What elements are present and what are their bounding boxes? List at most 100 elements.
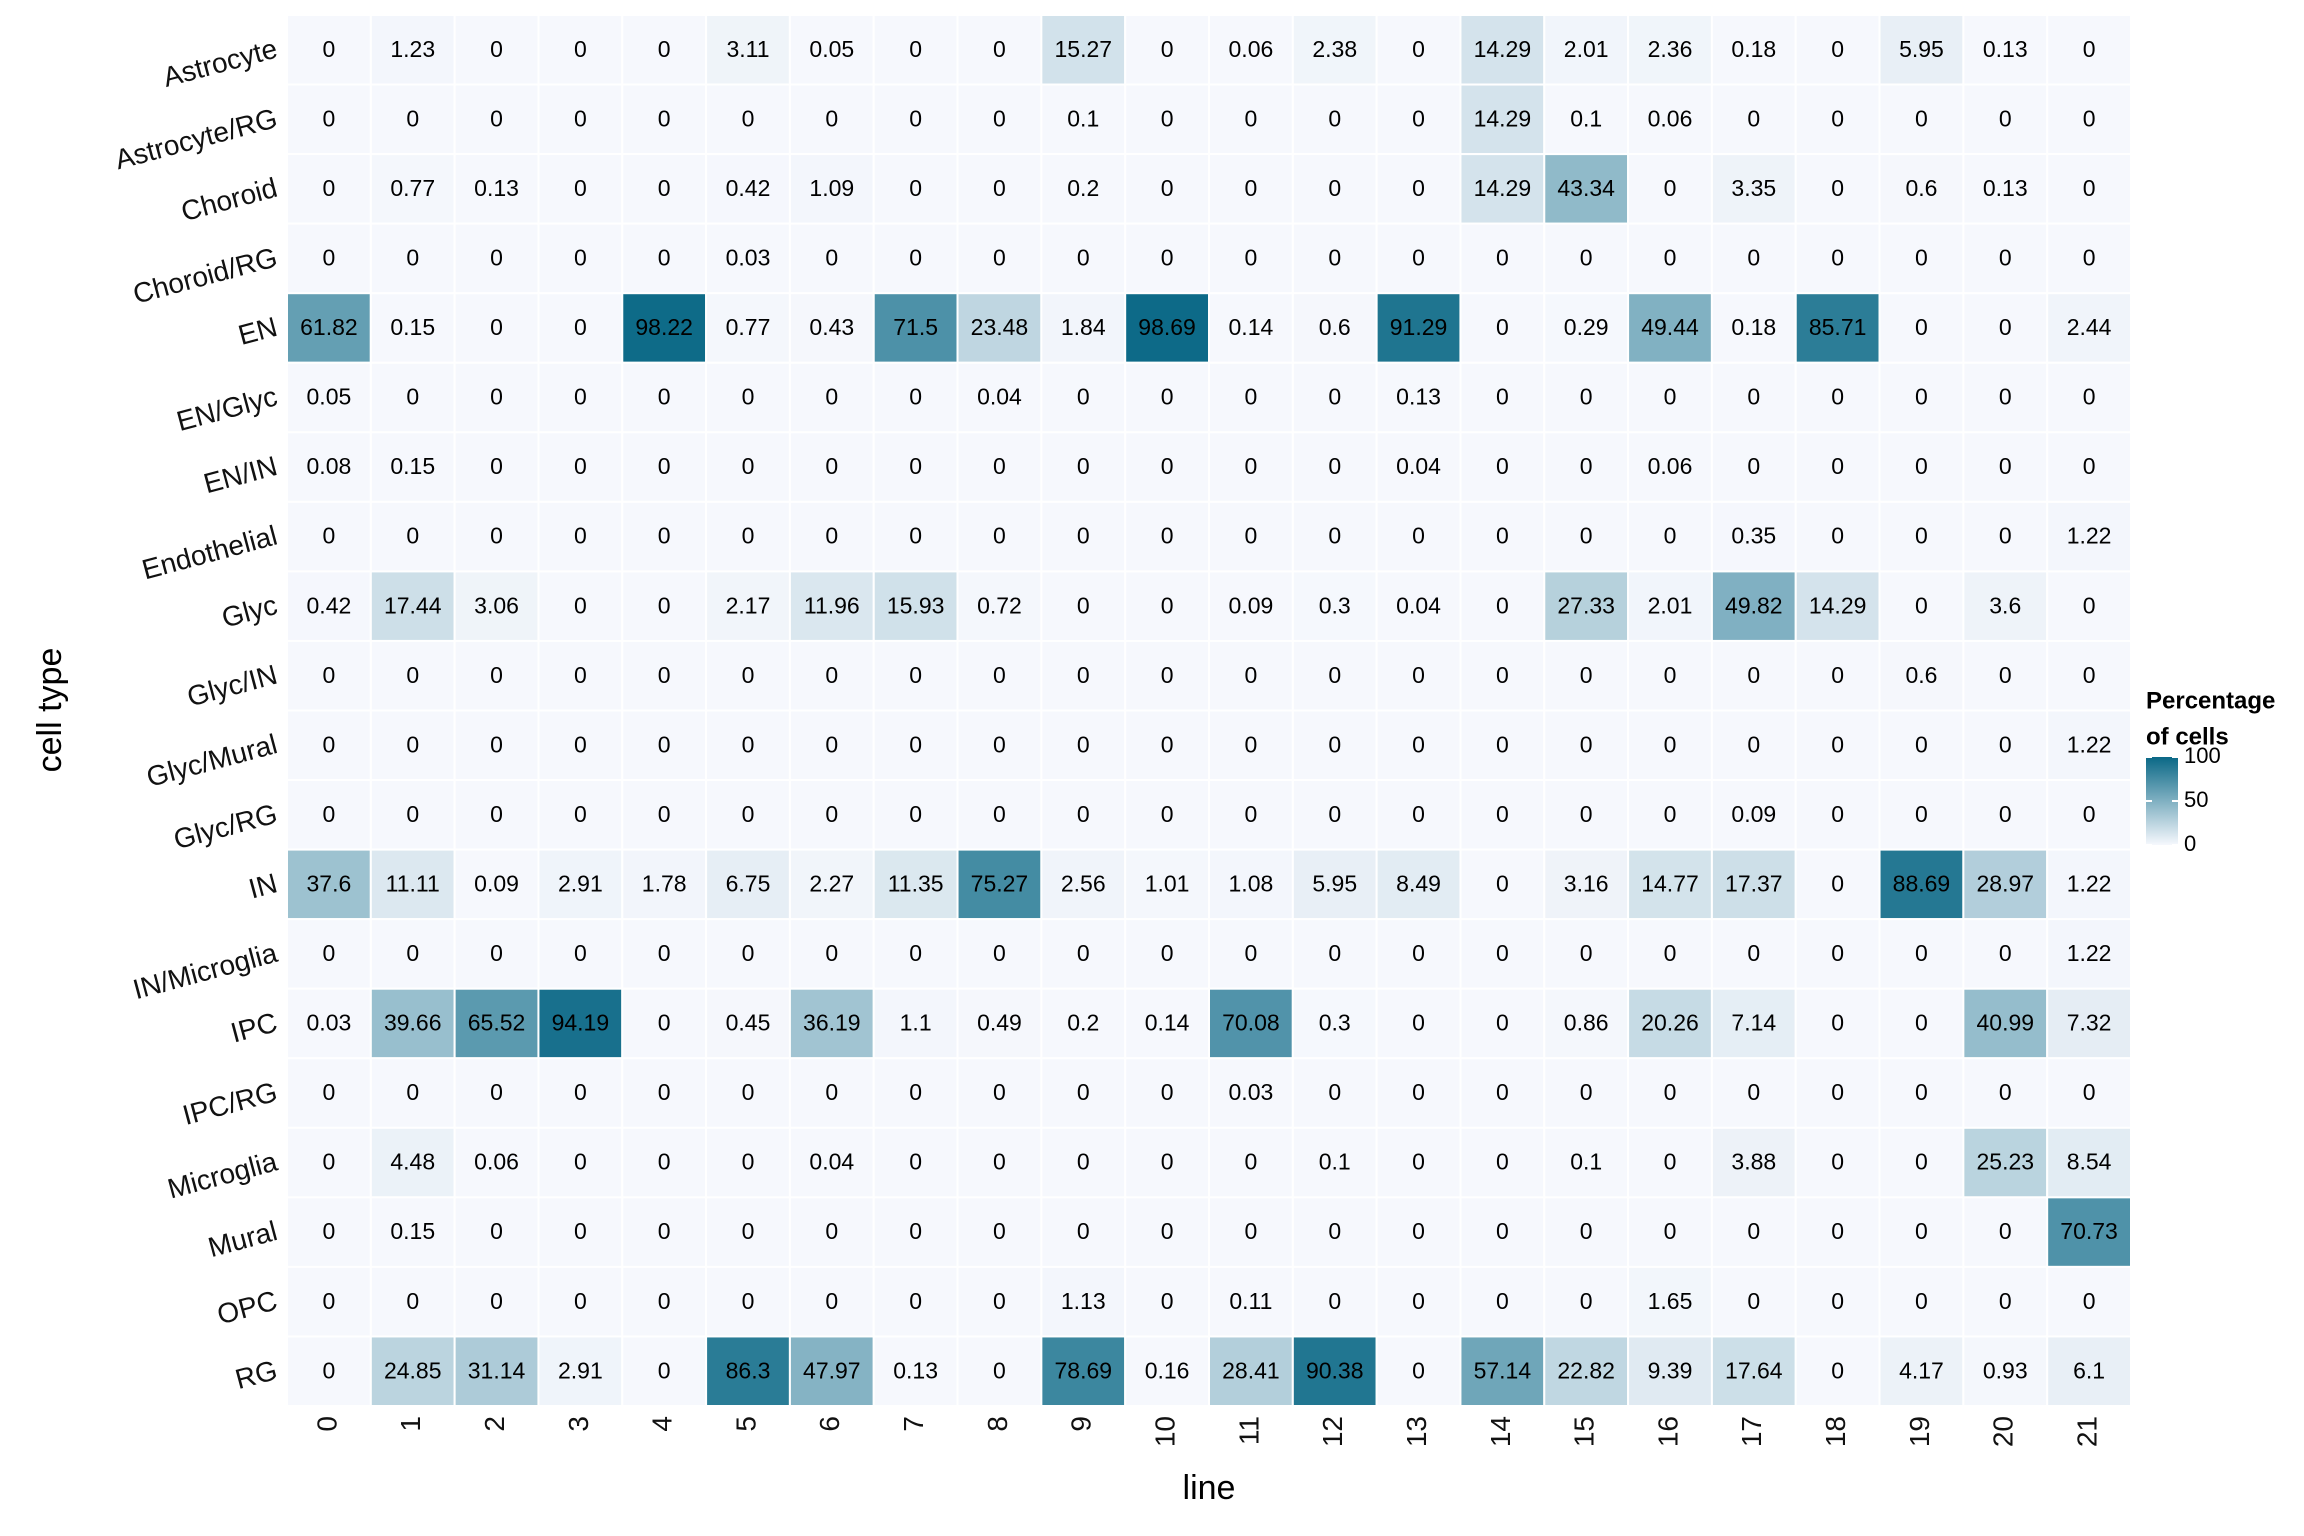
cell-label: 0	[825, 1218, 838, 1244]
heatmap-cell	[1878, 1126, 1965, 1199]
heatmap-cell	[1124, 1335, 1210, 1407]
heatmap-cell	[1375, 1057, 1462, 1129]
cell-label: 0	[742, 1288, 755, 1314]
cell-label: 0	[993, 105, 1006, 131]
heatmap-cell	[872, 14, 959, 86]
x-axis-title: line	[1183, 1469, 1236, 1507]
cell-label: 1.22	[2067, 940, 2112, 966]
cell-label: 27.33	[1557, 592, 1615, 618]
cell-label: 0	[658, 662, 671, 688]
cell-label: 3.35	[1731, 175, 1776, 201]
heatmap-cell	[369, 779, 456, 851]
cell-label: 14.29	[1474, 175, 1532, 201]
heatmap-cell	[453, 987, 540, 1060]
cell-label: 3.11	[726, 36, 769, 62]
cell-label: 0	[742, 523, 755, 549]
cell-label: 0	[406, 1288, 419, 1314]
heatmap-cell	[1040, 639, 1127, 712]
cell-label: 0	[1747, 731, 1760, 757]
cell-label: 0	[2083, 453, 2096, 479]
y-tick-label: EN/IN	[200, 450, 280, 499]
cell-label: 2.91	[558, 1357, 603, 1383]
cell-label: 1.84	[1061, 314, 1106, 340]
x-tick-label: 7	[898, 1416, 929, 1432]
cell-label: 70.08	[1222, 1010, 1280, 1036]
heatmap-cell	[705, 1196, 791, 1268]
cell-label: 0	[742, 1149, 755, 1175]
heatmap-cell	[1627, 570, 1713, 642]
cell-label: 0.13	[893, 1357, 938, 1383]
cell-label: 0	[1747, 1288, 1760, 1314]
y-tick-label: Glyc/RG	[170, 798, 280, 855]
cell-label: 0	[574, 1079, 587, 1105]
heatmap-cell	[621, 153, 708, 225]
heatmap-cell	[2046, 779, 2132, 851]
cell-label: 0.1	[1570, 105, 1602, 131]
cell-label: 0	[1747, 940, 1760, 966]
heatmap-cell	[369, 83, 456, 156]
heatmap-cell	[1878, 570, 1965, 642]
heatmap-cell	[872, 779, 959, 851]
heatmap-cell	[956, 1126, 1043, 1199]
x-tick-label: 10	[1149, 1416, 1180, 1447]
heatmap-cell	[453, 779, 540, 851]
cell-label: 6.75	[726, 870, 771, 896]
heatmap-cell	[1459, 1335, 1546, 1407]
cell-label: 1.22	[2067, 870, 2112, 896]
cell-label: 0	[1580, 1288, 1593, 1314]
cell-label: 0	[323, 36, 336, 62]
cell-label: 0	[1161, 1079, 1174, 1105]
heatmap-cell	[369, 1335, 456, 1407]
heatmap-cell	[1794, 848, 1881, 921]
heatmap-cell	[1291, 848, 1378, 921]
cell-label: 0	[490, 940, 503, 966]
cell-label: 0	[1161, 453, 1174, 479]
heatmap-cell	[1375, 222, 1462, 295]
heatmap-cell	[872, 987, 959, 1060]
cell-label: 0	[1580, 662, 1593, 688]
y-tick-label: IPC/RG	[179, 1076, 280, 1131]
cell-label: 0	[1831, 1288, 1844, 1314]
cell-label: 0	[658, 245, 671, 271]
heatmap-cell	[1208, 1057, 1294, 1129]
cell-label: 0	[993, 245, 1006, 271]
cell-label: 0.06	[1648, 453, 1693, 479]
heatmap-cell	[1794, 431, 1881, 503]
heatmap-cell	[872, 1057, 959, 1129]
cell-label: 0	[2083, 1288, 2096, 1314]
heatmap-cell	[621, 292, 708, 364]
heatmap-cell	[1208, 222, 1294, 295]
cell-label: 0	[1245, 453, 1258, 479]
cell-label: 2.44	[2067, 314, 2112, 340]
heatmap-cell	[286, 639, 372, 712]
cell-label: 0	[1161, 940, 1174, 966]
heatmap-cell	[286, 779, 372, 851]
heatmap-cell	[369, 153, 456, 225]
cell-label: 0	[1831, 36, 1844, 62]
heatmap-cell	[1627, 14, 1713, 86]
heatmap-cell	[369, 14, 456, 86]
cell-label: 0	[742, 801, 755, 827]
cell-label: 0	[574, 523, 587, 549]
heatmap-cell	[1124, 431, 1210, 503]
heatmap-cell	[1375, 1196, 1462, 1268]
cell-label: 2.01	[1648, 592, 1693, 618]
cell-label: 0	[1664, 662, 1677, 688]
heatmap-cell	[1459, 292, 1546, 364]
cell-label: 0	[1245, 940, 1258, 966]
heatmap-cell	[537, 292, 624, 364]
y-tick-label: Mural	[205, 1215, 281, 1263]
cell-label: 0.43	[809, 314, 854, 340]
heatmap-cell	[1543, 14, 1630, 86]
cell-label: 0.42	[726, 175, 771, 201]
cell-label: 0	[2083, 175, 2096, 201]
heatmap-cell	[705, 570, 791, 642]
y-tick-label: IN	[245, 867, 280, 904]
heatmap-cell	[1124, 1126, 1210, 1199]
heatmap-cell	[1375, 1335, 1462, 1407]
cell-label: 0.13	[474, 175, 519, 201]
cell-label: 0	[490, 453, 503, 479]
cell-label: 0.72	[977, 592, 1022, 618]
heatmap-cell	[369, 1057, 456, 1129]
heatmap-cell	[2046, 1335, 2132, 1407]
